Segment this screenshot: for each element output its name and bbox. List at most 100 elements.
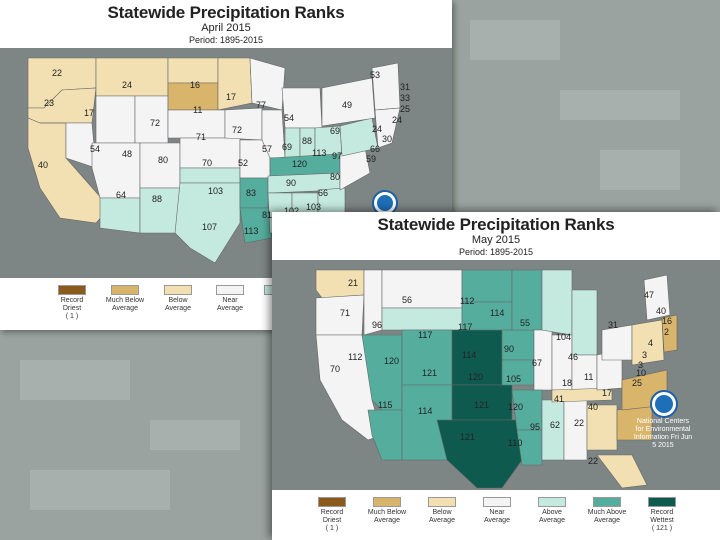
legend-above: Above Average [532,497,572,525]
rank-label: 80 [330,172,341,182]
rank-label: 57 [262,144,273,154]
legend-much-below: Much Below Average [105,285,145,313]
rank-label: 121 [422,368,438,378]
rank-label: 54 [284,113,295,123]
rank-label: 30 [382,134,393,144]
rank-label: 83 [246,188,257,198]
rank-label: 120 [292,159,308,169]
april-title: Statewide Precipitation Ranks [107,3,345,22]
rank-label: 90 [286,178,297,188]
rank-label: 95 [530,422,541,432]
legend-much-below: Much Below Average [367,497,407,525]
april-subtitle: April 2015 [201,22,251,34]
rank-label: 70 [330,364,341,374]
rank-label: 80 [158,155,169,165]
rank-label: 24 [372,124,383,134]
rank-label: 88 [152,194,163,204]
rank-label: 112 [460,296,475,306]
rank-label: 49 [342,100,353,110]
rank-label: 103 [208,186,224,196]
rank-label: 56 [402,295,413,305]
rank-label: 25 [632,378,643,388]
rank-label: 72 [232,125,243,135]
may-subtitle: May 2015 [471,234,521,246]
may-map [272,260,720,490]
rank-label: 88 [302,136,313,146]
rank-label: 46 [568,352,579,362]
rank-label: 16 [662,316,673,326]
noaa-logo [650,390,678,418]
rank-label: 17 [84,108,95,118]
may-map-panel: Statewide Precipitation Ranks May 2015 P… [272,212,720,540]
rank-label: 115 [378,400,393,410]
rank-label: 105 [506,374,522,384]
rank-label: 107 [202,222,218,232]
rank-label: 4 [648,338,654,348]
rank-label: 52 [238,158,249,168]
rank-label: 23 [44,98,55,108]
rank-label: 81 [262,210,273,220]
rank-label: 120 [384,356,400,366]
rank-label: 22 [574,418,585,428]
may-title: Statewide Precipitation Ranks [377,215,615,234]
rank-label: 62 [550,420,561,430]
rank-label: 33 [400,93,411,103]
rank-label: 72 [150,118,161,128]
may-rank-labels: 21 56 112 114 71 96 117 117 55 104 112 1… [272,260,720,490]
rank-label: 11 [193,105,203,115]
rank-label: 120 [468,372,484,382]
rank-label: 31 [608,320,619,330]
rank-label: 77 [256,100,267,110]
legend-near: Near Average [477,497,517,525]
legend-record-driest: Record Driest( 1 ) [312,497,352,533]
rank-label: 112 [348,352,363,362]
rank-label: 90 [504,344,515,354]
rank-label: 22 [52,68,63,78]
april-map-panel: Statewide Precipitation Ranks April 2015… [0,0,452,330]
legend-record-driest: Record Driest( 1 ) [52,285,92,321]
rank-label: 113 [312,148,327,158]
april-period: Period: 1895-2015 [188,35,264,45]
rank-label: 17 [602,388,613,398]
rank-label: 96 [372,320,383,330]
rank-label: 55 [520,318,531,328]
rank-label: 69 [330,126,341,136]
rank-label: 24 [392,115,403,125]
rank-label: 48 [122,149,133,159]
rank-label: 40 [588,402,599,412]
rank-label: 103 [306,202,322,212]
rank-label: 64 [116,190,127,200]
rank-label: 71 [340,308,351,318]
rank-label: 114 [462,350,477,360]
rank-label: 66 [370,144,381,154]
rank-label: 22 [588,456,599,466]
rank-label: 70 [202,158,213,168]
rank-label: 3 [642,350,648,360]
rank-label: 11 [584,372,594,382]
rank-label: 16 [190,80,201,90]
rank-label: 117 [418,330,433,340]
rank-label: 17 [226,92,237,102]
rank-label: 18 [562,378,573,388]
rank-label: 3 [638,360,644,370]
rank-label: 71 [196,132,207,142]
rank-label: 53 [370,70,381,80]
rank-label: 59 [366,154,377,164]
rank-label: 40 [38,160,49,170]
rank-label: 31 [400,82,411,92]
legend-below: Below Average [158,285,198,313]
rank-label: 104 [556,332,572,342]
rank-label: 40 [656,306,667,316]
rank-label: 41 [554,394,565,404]
ncei-credit: National Centers for Environmental Infor… [633,418,693,449]
noaa-logo [372,190,398,216]
rank-label: 121 [474,400,490,410]
legend-near: Near Average [210,285,250,313]
rank-label: 120 [508,402,524,412]
rank-label: 25 [400,104,411,114]
legend-record-wettest: Record Wettest( 121 ) [642,497,682,533]
rank-label: 47 [644,290,655,300]
rank-label: 69 [282,142,293,152]
rank-label: 67 [532,358,543,368]
rank-label: 10 [636,368,647,378]
